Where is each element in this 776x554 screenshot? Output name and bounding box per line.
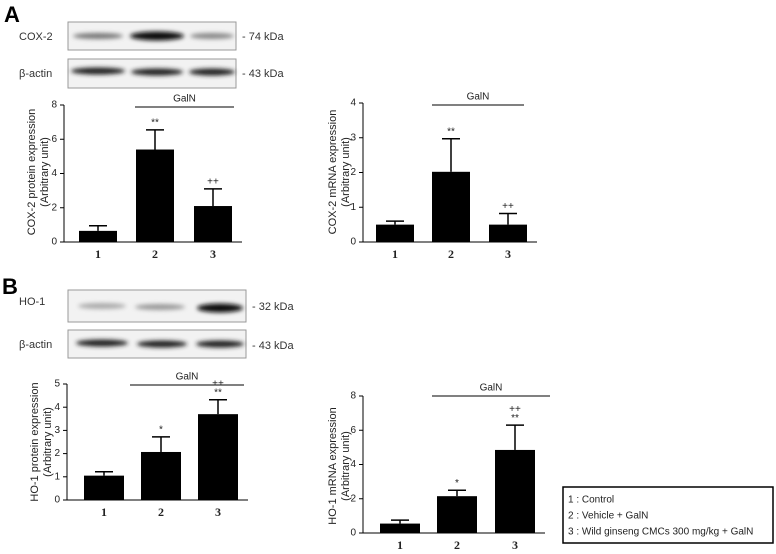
group-label: GalN [173, 94, 196, 105]
x-tick-label: 2 [448, 247, 454, 261]
significance-label: * [455, 478, 459, 489]
x-tick-label: 3 [210, 247, 216, 261]
x-tick-label: 1 [95, 247, 101, 261]
x-tick-label: 3 [215, 505, 221, 519]
y-tick-label: 6 [51, 134, 57, 145]
bar [79, 230, 117, 242]
bar [495, 449, 535, 533]
group-label: GalN [467, 92, 490, 103]
legend-entry: 2 : Vehicle + GalN [568, 511, 648, 522]
y-axis-label: COX-2 mRNA expression [327, 110, 339, 235]
group-label: GalN [480, 383, 503, 394]
bar [194, 206, 232, 242]
significance-label: ++ [509, 404, 521, 415]
bar [380, 523, 420, 533]
blot-size: - 74 kDa [242, 31, 284, 43]
blot-label: COX-2 [19, 31, 53, 43]
legend-box [562, 486, 774, 544]
y-tick-label: 0 [350, 528, 356, 539]
significance-label: ++ [212, 378, 224, 389]
x-tick-label: 1 [392, 247, 398, 261]
blot-size: - 43 kDa [242, 68, 284, 80]
y-tick-label: 0 [51, 237, 57, 248]
panel-label: B [2, 274, 18, 299]
x-tick-label: 1 [101, 505, 107, 519]
significance-label: ** [151, 117, 159, 128]
y-tick-label: 0 [54, 495, 60, 506]
y-tick-label: 0 [350, 237, 356, 248]
blot-label: β-actin [19, 68, 52, 80]
bar [141, 451, 181, 500]
significance-label: ++ [207, 177, 219, 188]
y-tick-label: 1 [350, 202, 356, 213]
y-axis-label: (Arbitrary unit) [39, 137, 51, 207]
y-tick-label: 6 [350, 425, 356, 436]
bar [198, 414, 238, 500]
y-tick-label: 2 [350, 167, 356, 178]
significance-label: * [159, 425, 163, 436]
blot [67, 289, 247, 359]
y-axis-label: (Arbitrary unit) [340, 431, 352, 501]
blot-size: - 32 kDa [252, 301, 294, 313]
y-tick-label: 5 [54, 379, 60, 390]
bar [376, 224, 414, 242]
y-axis-label: HO-1 mRNA expression [327, 407, 339, 524]
bar [432, 171, 470, 242]
significance-label: ++ [502, 201, 514, 212]
y-tick-label: 2 [51, 202, 57, 213]
x-tick-label: 2 [158, 505, 164, 519]
y-tick-label: 4 [51, 168, 57, 179]
y-tick-label: 3 [350, 132, 356, 143]
significance-label: ** [214, 387, 222, 398]
y-tick-label: 8 [51, 100, 57, 111]
group-label: GalN [176, 372, 199, 383]
y-tick-label: 4 [350, 459, 356, 470]
y-axis-label: (Arbitrary unit) [42, 407, 54, 477]
panel-label: A [4, 2, 20, 27]
x-tick-label: 2 [152, 247, 158, 261]
y-axis-label: HO-1 protein expression [29, 382, 41, 501]
legend-entry: 3 : Wild ginseng CMCs 300 mg/kg + GalN [568, 527, 753, 538]
y-axis-label: COX-2 protein expression [26, 109, 38, 236]
x-tick-label: 2 [454, 538, 460, 552]
significance-label: ** [511, 413, 519, 424]
y-tick-label: 2 [350, 493, 356, 504]
y-tick-label: 3 [54, 425, 60, 436]
significance-label: ** [447, 126, 455, 137]
y-tick-label: 4 [350, 98, 356, 109]
y-tick-label: 2 [54, 448, 60, 459]
bar [84, 475, 124, 500]
bar [489, 224, 527, 242]
x-tick-label: 3 [512, 538, 518, 552]
y-tick-label: 4 [54, 402, 60, 413]
blot-size: - 43 kDa [252, 340, 294, 352]
y-tick-label: 1 [54, 471, 60, 482]
blot [67, 21, 237, 89]
blot-label: β-actin [19, 339, 52, 351]
bar [136, 149, 174, 242]
x-tick-label: 3 [505, 247, 511, 261]
blot-label: HO-1 [19, 296, 45, 308]
y-axis-label: (Arbitrary unit) [340, 137, 352, 207]
bar [437, 496, 477, 533]
x-tick-label: 1 [397, 538, 403, 552]
y-tick-label: 8 [350, 391, 356, 402]
legend-entry: 1 : Control [568, 495, 614, 506]
